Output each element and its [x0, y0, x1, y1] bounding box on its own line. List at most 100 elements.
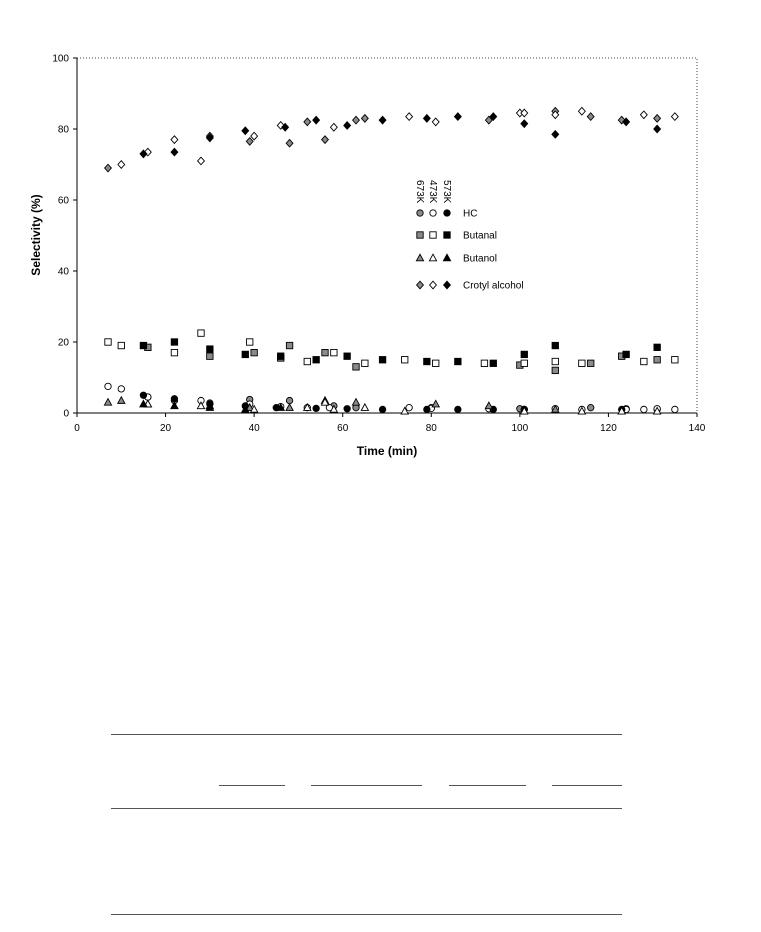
legend-temperature-label: 573K — [441, 180, 452, 204]
data-point — [170, 349, 179, 357]
data-point — [303, 357, 311, 366]
data-point — [653, 113, 662, 123]
data-point — [250, 349, 258, 357]
data-point — [405, 404, 413, 412]
data-point — [170, 135, 179, 145]
y-tick-label: 0 — [63, 409, 69, 420]
x-tick-label: 100 — [512, 423, 529, 434]
data-point — [520, 350, 528, 359]
data-point — [551, 357, 559, 366]
data-point — [405, 112, 414, 122]
data-point — [551, 341, 559, 350]
data-point — [205, 402, 215, 411]
data-point — [622, 350, 630, 359]
data-point — [423, 405, 431, 414]
data-point — [245, 136, 254, 146]
data-point — [103, 163, 113, 173]
data-point — [378, 115, 387, 125]
data-point — [250, 131, 259, 141]
data-point — [361, 359, 369, 367]
data-point — [577, 406, 587, 415]
y-tick-label: 60 — [58, 196, 70, 207]
data-point — [143, 147, 152, 157]
data-point — [454, 405, 462, 414]
table-header-subrule-3 — [449, 785, 526, 786]
data-point — [139, 399, 148, 408]
data-point — [241, 350, 249, 359]
data-point — [454, 357, 462, 366]
series-butanal-573K — [139, 338, 661, 367]
legend-marker — [428, 280, 438, 290]
data-point — [586, 112, 595, 122]
data-point — [551, 110, 560, 120]
data-point — [639, 110, 648, 120]
data-point — [240, 404, 250, 413]
data-point — [117, 341, 125, 350]
data-point — [205, 133, 214, 143]
data-point — [329, 122, 338, 132]
data-point — [116, 395, 126, 404]
legend-marker — [443, 231, 451, 239]
data-point — [587, 359, 595, 367]
y-tick-label: 100 — [52, 54, 69, 65]
data-point — [285, 341, 294, 350]
data-point — [480, 359, 489, 367]
legend-marker — [442, 253, 452, 262]
legend-marker — [416, 231, 424, 239]
data-point — [351, 115, 361, 125]
legend-label: Crotyl alcohol — [463, 281, 524, 292]
data-point — [484, 115, 493, 125]
data-point — [453, 112, 462, 122]
legend-label: HC — [463, 209, 477, 220]
data-point — [206, 345, 214, 353]
legend-marker — [443, 209, 451, 217]
data-point — [196, 156, 206, 166]
legend: 673K 473K 573K HC Butanal Butanol Crotyl alcoh… — [414, 180, 524, 292]
data-point — [360, 113, 369, 123]
data-point — [170, 147, 179, 157]
data-point — [139, 149, 148, 159]
table-header-subrule-1 — [219, 785, 285, 786]
data-point — [329, 404, 339, 413]
data-point — [170, 401, 179, 410]
x-tick-label: 0 — [74, 423, 80, 434]
data-point — [360, 402, 370, 411]
data-point — [117, 160, 126, 169]
data-point — [484, 401, 494, 410]
data-point — [640, 357, 648, 366]
data-point — [285, 402, 294, 411]
data-point — [312, 404, 320, 413]
data-point — [320, 397, 330, 406]
data-point — [671, 405, 679, 414]
data-point — [489, 359, 497, 367]
data-point — [343, 405, 351, 413]
data-point — [671, 356, 679, 364]
series-crotyl-alcohol-473K — [117, 106, 679, 169]
data-point — [587, 404, 595, 412]
data-point — [431, 117, 440, 127]
y-tick-label: 80 — [58, 125, 70, 136]
table-top-rule — [111, 734, 622, 735]
data-point — [197, 329, 205, 337]
legend-temperature-label: 473K — [427, 180, 438, 204]
legend-marker — [429, 231, 437, 239]
data-markers — [103, 106, 679, 415]
data-point — [206, 352, 214, 360]
data-point — [578, 359, 586, 367]
data-point — [352, 363, 360, 371]
data-point — [303, 117, 312, 127]
legend-entry: Butanol — [415, 253, 497, 265]
legend-label: Butanol — [463, 254, 497, 265]
data-point — [249, 404, 259, 413]
data-point — [285, 138, 294, 148]
data-point — [330, 349, 338, 357]
data-point — [551, 129, 560, 139]
data-point — [670, 112, 679, 122]
data-point — [276, 120, 285, 130]
data-point — [281, 122, 290, 132]
data-point — [431, 399, 441, 408]
data-point — [520, 119, 529, 129]
table-header-subrule-4 — [552, 785, 622, 786]
legend-marker — [442, 280, 452, 290]
data-point — [519, 406, 529, 415]
